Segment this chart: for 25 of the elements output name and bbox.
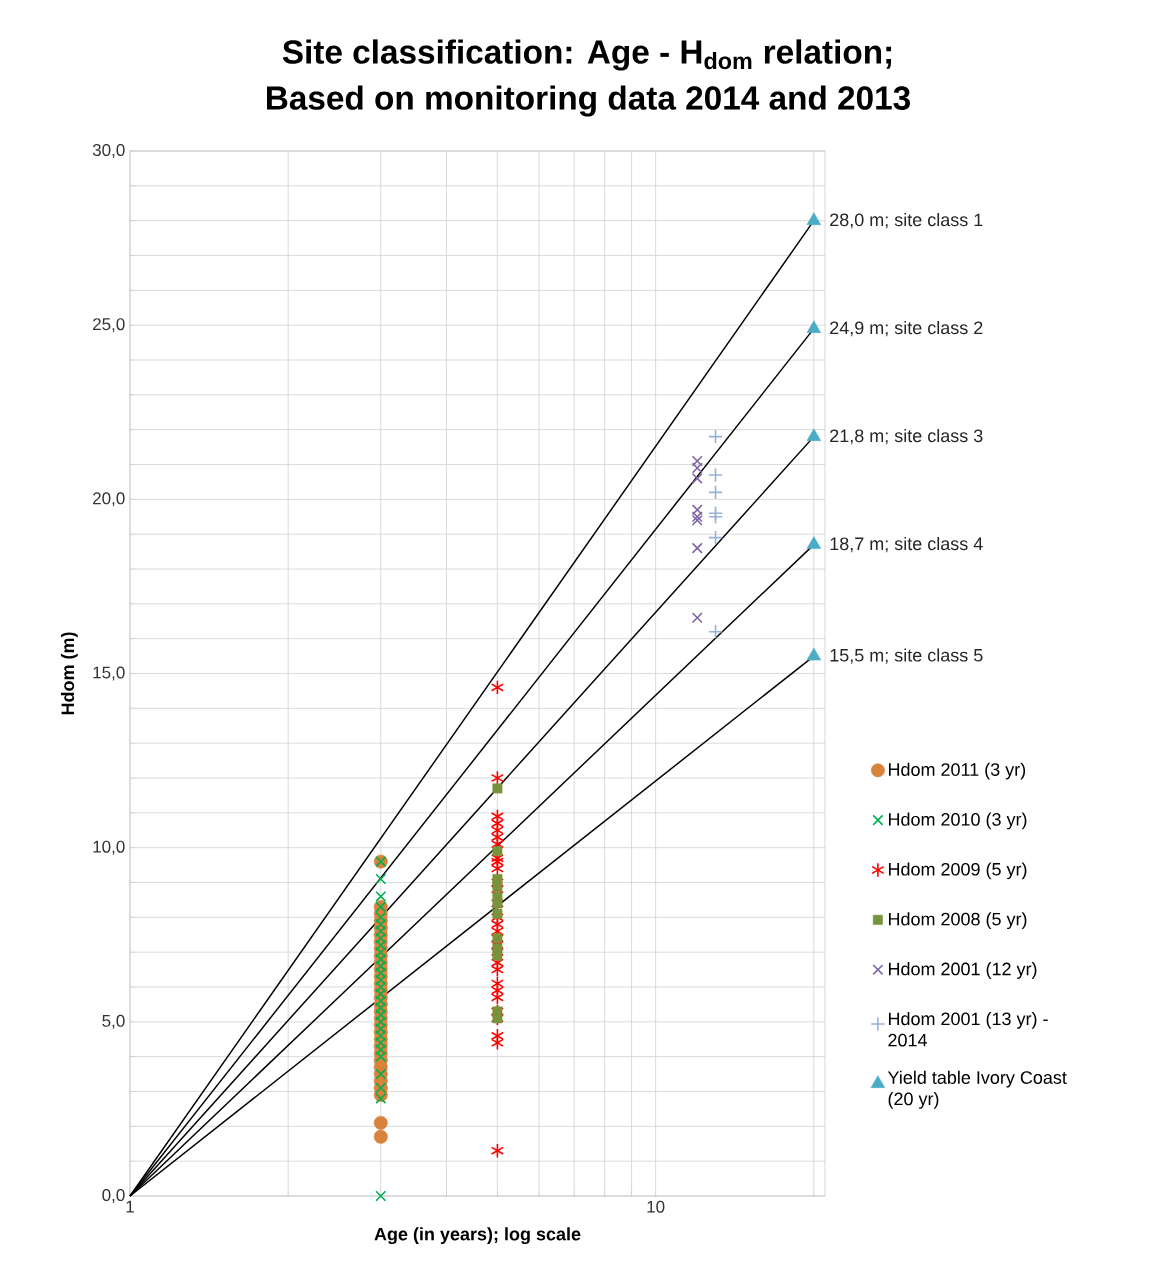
legend-label: Hdom 2011 (3 yr) [888, 762, 1026, 780]
legend-label: Hdom 2001 (13 yr) - 2014 [888, 1011, 1048, 1047]
data-label: 24,9 m; site class 2 [830, 320, 983, 337]
legend-label: Hdom 2009 (5 yr) [888, 862, 1027, 880]
chart-subtitle: Based on monitoring data 2014 and 2013 [267, 85, 910, 117]
legend-label: Hdom 2001 (12 yr) [888, 962, 1037, 979]
y-tick-label: 30,0 [92, 143, 125, 159]
data-label: 15,5 m; site class 5 [830, 648, 983, 664]
y-tick-label: 10,0 [93, 840, 125, 855]
data-label: 18,7 m; site class 4 [830, 536, 983, 553]
x-tick-label: 10 [647, 1200, 665, 1213]
y-tick-label: 20,0 [93, 492, 125, 507]
y-tick-label: 25,0 [93, 318, 125, 333]
legend-label: Hdom 2010 (3 yr) [888, 812, 1027, 830]
legend-label: Yield table Ivory Coast (20 yr) [887, 1070, 1067, 1109]
y-tick-label: 5,0 [102, 1014, 125, 1029]
data-label: 28,0 m; site class 1 [830, 212, 983, 229]
data-label: 21,8 m; site class 3 [830, 428, 983, 445]
chart-title: Site classification: Age - H$_{dom}$ relation; [282, 39, 892, 71]
y-tick-label: 15,0 [93, 666, 125, 681]
y-tick-label: 0,0 [102, 1188, 125, 1204]
legend-label: Hdom 2008 (5 yr) [888, 912, 1027, 930]
x-axis-title: Age (in years); log scale [374, 1227, 581, 1245]
x-tick-label: 1 [126, 1200, 134, 1213]
y-axis-title: Hdom (m) [60, 632, 78, 715]
